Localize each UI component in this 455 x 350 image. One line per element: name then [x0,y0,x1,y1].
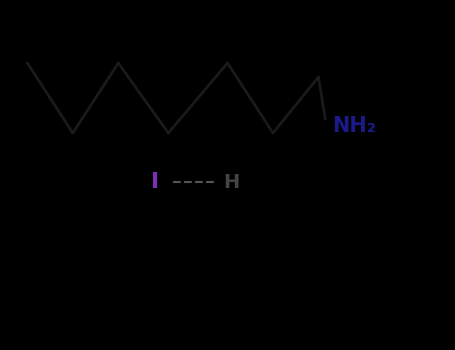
Text: NH₂: NH₂ [332,116,376,136]
Text: I: I [151,172,159,192]
Text: H: H [223,173,239,191]
